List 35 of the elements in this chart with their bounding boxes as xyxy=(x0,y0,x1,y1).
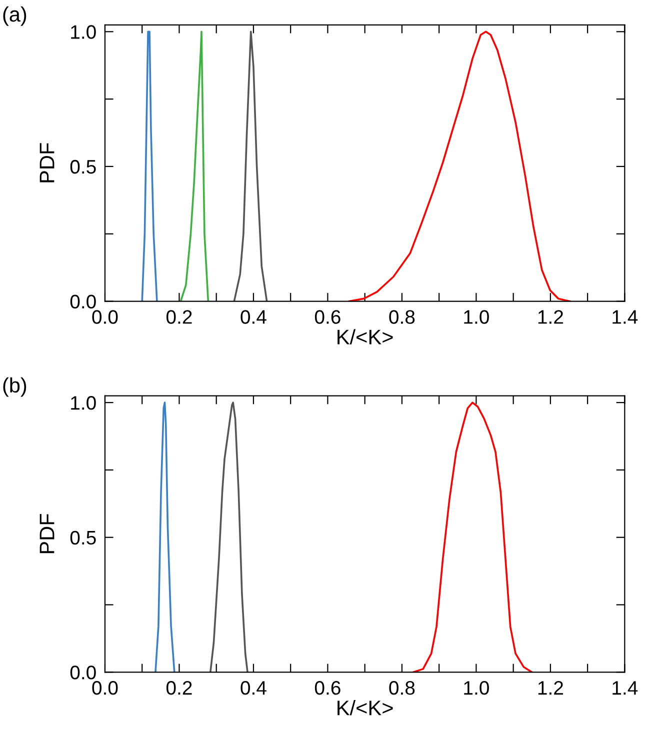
x-tick-label: 0.4 xyxy=(240,310,266,324)
y-tick-label: 0.0 xyxy=(70,294,96,308)
text: (a) xyxy=(3,6,26,26)
x-tick-label: 1.4 xyxy=(612,681,638,695)
x-tick-label: 0.4 xyxy=(240,681,266,695)
x-tick-label: 0.2 xyxy=(166,310,192,324)
line-series xyxy=(412,402,533,672)
y-tick-label: 1.0 xyxy=(71,396,96,410)
x-axis-title: K/<K> xyxy=(338,700,393,716)
line-series xyxy=(348,30,571,302)
x-tick-label: 0.8 xyxy=(389,681,415,695)
y-axis-title: PDF xyxy=(40,143,54,182)
x-axis-title: K/<K> xyxy=(338,329,393,344)
line-series xyxy=(233,30,268,302)
line-series xyxy=(180,30,210,302)
x-tick-label: 0.8 xyxy=(389,310,415,324)
x-tick-label: 1.4 xyxy=(612,310,638,324)
line-series xyxy=(209,402,248,672)
y-tick-label: 0.5 xyxy=(70,530,96,545)
x-tick-label: 0.6 xyxy=(314,310,340,324)
y-tick-label: 0.0 xyxy=(70,666,96,680)
x-tick-label: 1.2 xyxy=(538,681,563,695)
x-tick-label: 1.0 xyxy=(464,681,489,695)
x-tick-label: 0.2 xyxy=(166,681,192,695)
x-tick-label: 1.0 xyxy=(464,310,489,324)
line-series xyxy=(141,30,158,302)
x-tick-label: 0.0 xyxy=(92,681,118,695)
x-tick-label: 0.6 xyxy=(314,681,340,695)
text: (b) xyxy=(3,377,26,397)
y-tick-label: 0.5 xyxy=(70,160,96,174)
y-tick-label: 1.0 xyxy=(71,25,96,39)
y-axis-title: PDF xyxy=(40,514,54,554)
x-tick-label: 0.0 xyxy=(92,310,118,324)
line-series xyxy=(154,402,176,672)
x-tick-label: 1.2 xyxy=(538,310,563,324)
